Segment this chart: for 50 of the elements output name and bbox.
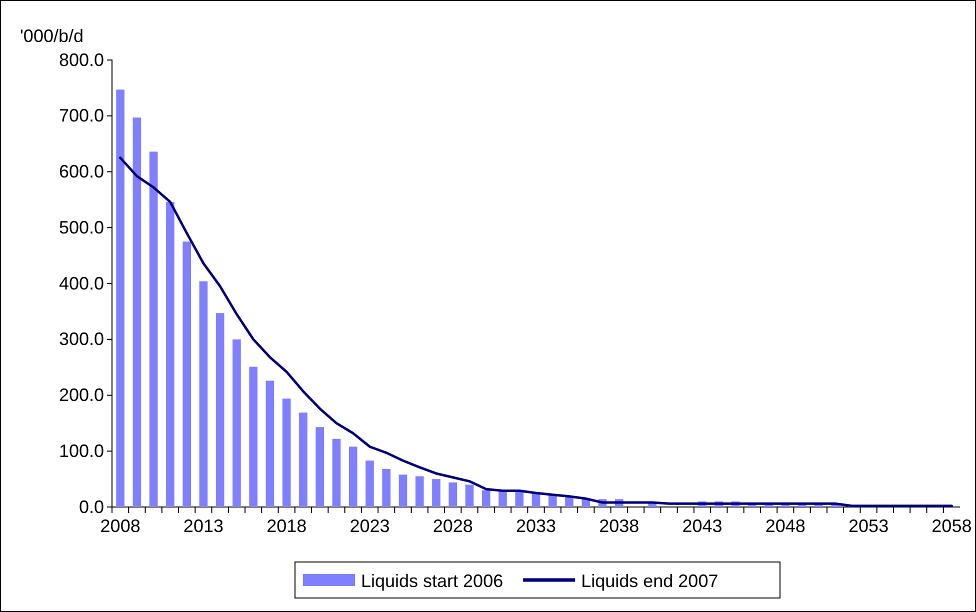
x-tick-label: 2033 <box>516 516 556 536</box>
bar <box>166 202 174 507</box>
y-tick-label: 200.0 <box>58 385 104 406</box>
x-tick-label: 2038 <box>599 516 640 536</box>
bar <box>149 152 158 507</box>
y-tick-label: 600.0 <box>58 162 104 182</box>
legend-label: Liquids start 2006 <box>361 571 504 591</box>
x-tick-label: 2048 <box>765 516 806 536</box>
bar <box>482 490 490 507</box>
y-tick-label: 400.0 <box>58 273 104 294</box>
bar <box>366 460 374 507</box>
line-series <box>119 156 953 508</box>
bar <box>498 491 507 507</box>
y-tick-label: 800.0 <box>58 50 104 70</box>
y-axis-title: '000/b/d <box>20 26 84 46</box>
x-tick-label: 2023 <box>350 516 390 536</box>
bar <box>332 438 341 507</box>
bar <box>316 427 324 507</box>
x-tick-label: 2058 <box>932 516 972 536</box>
y-tick-label: 500.0 <box>58 217 104 238</box>
bar <box>199 281 208 507</box>
bar <box>299 412 308 507</box>
bar <box>132 118 142 507</box>
x-tick-label: 2018 <box>266 516 307 536</box>
x-tick-label: 2013 <box>183 516 224 536</box>
x-tick-label: 2043 <box>682 516 722 536</box>
y-tick-label: 300.0 <box>58 329 104 350</box>
bar <box>432 479 440 507</box>
y-tick-label: 0.0 <box>78 496 104 517</box>
x-tick-label: 2053 <box>848 516 889 536</box>
bar <box>182 242 191 507</box>
bar <box>398 474 408 507</box>
bar <box>282 398 291 507</box>
x-tick-label: 2008 <box>100 516 140 536</box>
bar <box>116 90 124 507</box>
bar <box>465 484 474 507</box>
bar <box>232 339 241 507</box>
x-tick-label: 2028 <box>432 516 473 536</box>
bar <box>348 446 358 507</box>
bar <box>565 496 574 507</box>
bar <box>249 366 258 507</box>
bar <box>415 476 424 507</box>
legend-label: Liquids end 2007 <box>581 571 718 591</box>
bar <box>266 380 274 507</box>
bar <box>515 491 524 507</box>
bar <box>216 313 224 507</box>
bar <box>448 482 458 507</box>
bar <box>382 469 391 507</box>
y-tick-label: 100.0 <box>58 440 104 461</box>
y-tick-label: 700.0 <box>58 106 104 126</box>
